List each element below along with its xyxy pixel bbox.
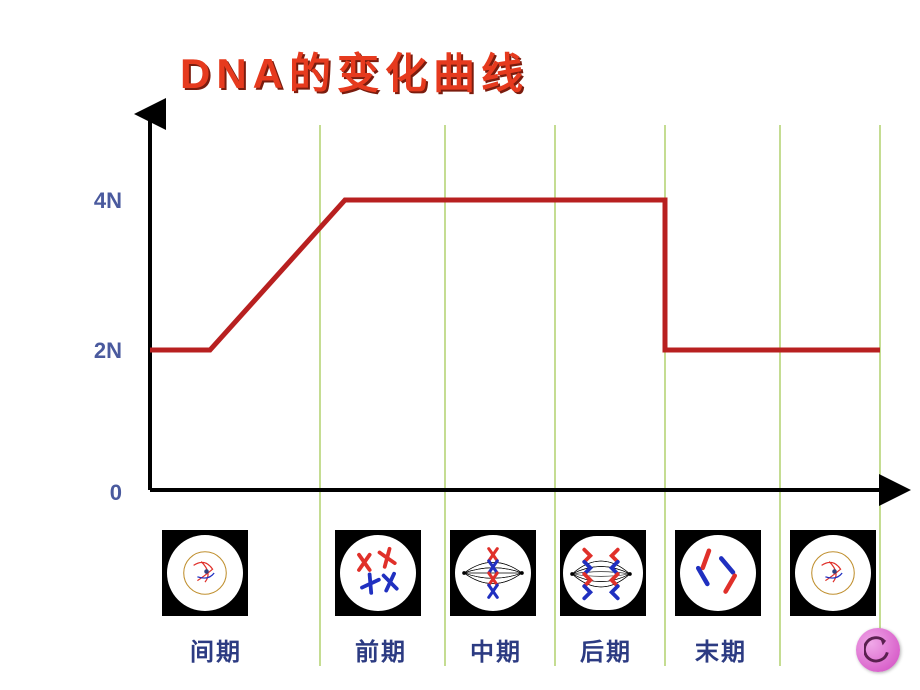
cell-anaphase bbox=[560, 530, 646, 616]
chart-title: DNA的变化曲线 bbox=[180, 40, 529, 101]
back-arrow-icon bbox=[864, 636, 892, 664]
phase-label-1: 前期 bbox=[355, 632, 407, 667]
cell-metaphase bbox=[450, 530, 536, 616]
phase-label-4: 末期 bbox=[695, 632, 747, 667]
y-tick-0: 0 bbox=[72, 480, 122, 506]
phase-label-3: 后期 bbox=[580, 632, 632, 667]
y-tick-2n: 2N bbox=[72, 338, 122, 364]
cell-interphase bbox=[790, 530, 876, 616]
back-button[interactable] bbox=[856, 628, 900, 672]
cell-telophase bbox=[675, 530, 761, 616]
phase-label-0: 间期 bbox=[190, 632, 242, 667]
y-tick-4n: 4N bbox=[72, 188, 122, 214]
cell-prophase bbox=[335, 530, 421, 616]
cell-interphase bbox=[162, 530, 248, 616]
phase-label-2: 中期 bbox=[470, 632, 522, 667]
